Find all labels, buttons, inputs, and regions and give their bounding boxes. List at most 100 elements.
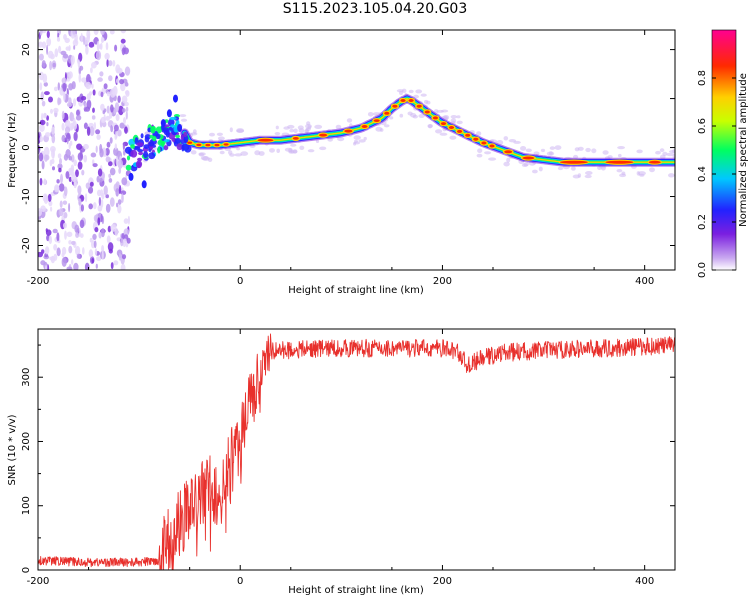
noise-speck	[39, 30, 43, 36]
ridge-halo	[503, 161, 510, 167]
noise-speck	[96, 134, 101, 140]
ridge-halo	[435, 129, 443, 134]
ridge-halo	[353, 135, 361, 140]
noise-speck	[113, 124, 119, 132]
noise-speck	[117, 204, 122, 214]
noise-speck	[62, 200, 68, 205]
noise-speck	[118, 252, 122, 261]
noise-speck	[86, 30, 91, 39]
noise-speck	[61, 122, 65, 131]
noise-speck	[66, 266, 73, 270]
noise-speck	[77, 185, 82, 195]
snr-ylabel: SNR (10 * v/v)	[7, 414, 18, 485]
noise-speck	[56, 232, 60, 242]
noise-speck	[95, 145, 98, 153]
ridge-peak	[384, 111, 390, 115]
noise-speck	[75, 245, 81, 256]
ridge-blob	[163, 129, 170, 136]
heatmap-xtick-label: 200	[433, 276, 452, 287]
ridge-halo	[298, 128, 305, 134]
noise-speck	[45, 229, 52, 236]
noise-speck	[107, 225, 112, 233]
ridge-halo	[354, 139, 358, 143]
noise-speck	[74, 224, 80, 234]
noise-speck	[71, 240, 76, 246]
ridge-halo	[290, 143, 297, 147]
ridge-peak	[448, 126, 455, 129]
ridge-halo	[274, 132, 281, 136]
noise-speck	[57, 153, 62, 159]
noise-speck	[42, 73, 48, 84]
noise-speck	[63, 222, 67, 229]
ridge-halo	[538, 166, 543, 172]
ridge-peak	[223, 143, 229, 146]
noise-speck	[51, 158, 55, 165]
noise-speck	[108, 111, 113, 119]
noise-speck	[64, 126, 71, 134]
colorbar-gradient	[711, 29, 737, 271]
noise-speck	[118, 167, 122, 174]
noise-speck	[86, 99, 92, 110]
noise-speck	[72, 30, 76, 35]
noise-speck	[91, 115, 96, 120]
ridge-blob	[180, 134, 184, 141]
noise-speck	[41, 41, 47, 49]
snr-xtick-label: 400	[635, 576, 654, 587]
ridge-halo	[591, 148, 597, 154]
noise-speck	[88, 203, 93, 210]
noise-speck	[88, 41, 95, 48]
ridge-peak	[473, 137, 479, 141]
noise-speck	[110, 224, 117, 232]
noise-speck	[52, 228, 58, 234]
noise-speck	[42, 112, 47, 119]
noise-speck	[99, 177, 103, 183]
ridge-peak	[481, 141, 487, 145]
noise-speck	[86, 93, 91, 101]
noise-speck	[41, 112, 44, 122]
noise-speck	[81, 169, 85, 176]
ridge-halo	[363, 136, 367, 141]
noise-speck	[65, 46, 71, 51]
noise-speck	[61, 134, 66, 143]
noise-speck	[100, 213, 103, 223]
ridge-blob	[175, 134, 180, 138]
noise-speck	[100, 189, 104, 197]
ridge-blob	[169, 116, 177, 121]
noise-speck	[41, 60, 46, 68]
ridge-blob	[183, 131, 188, 138]
noise-speck	[80, 32, 83, 43]
ridge-blob	[151, 135, 157, 142]
noise-speck	[115, 188, 119, 197]
heatmap-xtick-label: 400	[635, 276, 654, 287]
noise-speck	[117, 95, 121, 103]
ridge-halo	[383, 124, 390, 128]
ridge-halo	[180, 118, 188, 122]
ridge-peak	[440, 122, 447, 126]
ridge-blob	[166, 109, 172, 118]
noise-speck	[103, 185, 108, 196]
noise-speck	[121, 95, 128, 104]
ridge-peak	[292, 137, 299, 140]
ridge-blob	[143, 151, 149, 159]
noise-speck	[48, 235, 53, 245]
noise-speck	[120, 38, 126, 44]
noise-speck	[115, 156, 119, 166]
ridge-blob	[163, 139, 170, 143]
figure-title: S115.2023.105.04.20.G03	[282, 1, 468, 17]
ridge-blob	[157, 139, 164, 146]
colorbar-tick-label: 0.4	[697, 166, 708, 182]
ridge-halo	[525, 148, 532, 153]
ridge-halo	[639, 173, 645, 177]
noise-speck	[122, 142, 125, 151]
noise-speck	[105, 115, 111, 121]
noise-speck	[79, 219, 85, 229]
ridge-blob	[143, 144, 150, 150]
noise-speck	[64, 37, 70, 44]
noise-speck	[74, 33, 78, 44]
ridge-halo	[617, 146, 625, 150]
noise-speck	[103, 83, 108, 90]
ridge-halo	[597, 165, 602, 170]
noise-speck	[44, 265, 48, 270]
noise-speck	[89, 237, 93, 243]
